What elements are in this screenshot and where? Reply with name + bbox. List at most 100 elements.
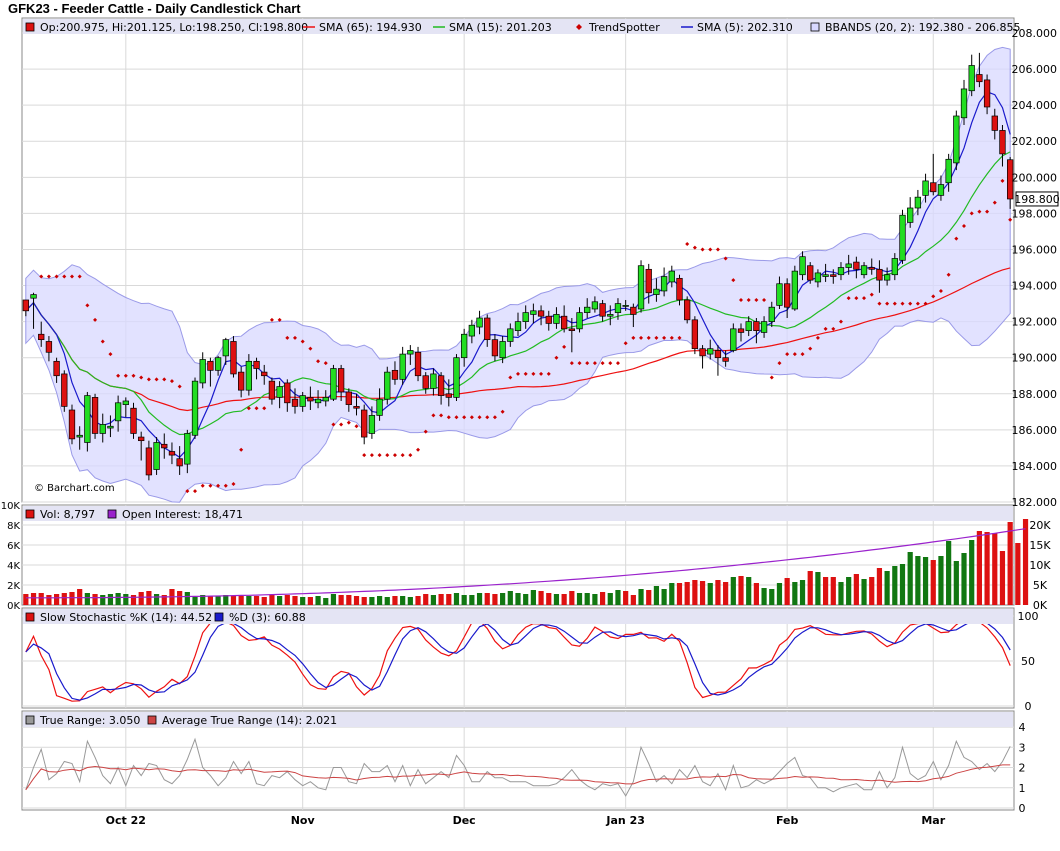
candle-body — [514, 321, 522, 331]
trendspotter-dot — [885, 301, 890, 306]
volume-bar — [400, 596, 406, 605]
panel-frame-tr — [21, 710, 1015, 811]
trendspotter-dot — [562, 344, 567, 349]
candle-body — [937, 184, 945, 196]
candle-body — [914, 196, 922, 209]
trendspotter-dot — [785, 352, 790, 357]
volume-bar — [492, 594, 498, 605]
volume-bar — [253, 596, 260, 605]
candle-body — [38, 333, 45, 341]
trendspotter-dot — [862, 296, 867, 301]
volume-bar — [338, 595, 344, 605]
volume-bar — [523, 594, 529, 605]
candle-body — [876, 268, 883, 281]
trendspotter-dot — [762, 297, 767, 302]
candle-body — [107, 425, 114, 429]
trendspotter-dot — [500, 409, 505, 414]
x-month-label: Oct 22 — [106, 814, 146, 827]
volume-bar — [623, 591, 629, 605]
volume-bar — [330, 594, 337, 605]
volume-bar — [315, 596, 321, 605]
x-month-label: Jan 23 — [605, 814, 644, 827]
sma-15-line — [25, 151, 1011, 436]
candle-body — [491, 339, 499, 357]
volume-bar — [461, 595, 467, 605]
volume-bar — [915, 556, 921, 605]
candle-body — [391, 369, 399, 380]
legend-text: Average True Range (14): 2.021 — [162, 714, 337, 727]
volume-tick-label: 8K — [7, 521, 20, 532]
candle-body — [599, 303, 606, 317]
candle-body — [699, 348, 706, 357]
volume-bar — [23, 594, 29, 605]
candle-body — [84, 395, 91, 443]
volume-bar — [507, 591, 513, 605]
legend-swatch — [25, 612, 35, 622]
trendspotter-dot — [331, 422, 336, 427]
candle-body — [207, 360, 214, 371]
candle-body — [176, 458, 183, 467]
trendspotter-dot — [277, 317, 282, 322]
volume-bar — [446, 594, 452, 605]
price-tick-label: 192.000 — [1012, 316, 1058, 329]
volume-bar — [130, 595, 137, 605]
trendspotter-dot — [731, 278, 736, 283]
legend-bar-stoch — [23, 609, 1013, 624]
trendspotter-dot — [169, 379, 174, 384]
candle-body — [730, 328, 737, 351]
trendspotter-dot — [439, 413, 444, 418]
volume-bar — [853, 574, 859, 605]
trendspotter-dot — [39, 274, 44, 279]
volume-bar — [938, 556, 944, 605]
price-tick-label: 196.000 — [1012, 243, 1058, 256]
volume-bar — [607, 593, 613, 605]
volume-bar — [469, 595, 475, 605]
trendspotter-dot — [623, 341, 628, 346]
volume-bar — [153, 594, 160, 605]
trendspotter-dot — [454, 415, 459, 420]
atr-line — [25, 764, 1011, 791]
volume-bar — [177, 591, 183, 605]
volume-bar — [223, 595, 229, 605]
candle-body — [745, 321, 752, 331]
candle-body — [437, 375, 445, 396]
volume-bar — [438, 594, 444, 605]
trendspotter-dot — [977, 209, 982, 214]
slow-d-line — [25, 619, 1011, 701]
volume-bar — [892, 566, 898, 605]
volume-bar — [630, 595, 636, 605]
trendspotter-dot — [577, 361, 582, 366]
candle-body — [476, 317, 483, 328]
price-tick-label: 194.000 — [1012, 280, 1058, 293]
volume-bars — [23, 519, 1029, 605]
candle-body — [261, 371, 268, 377]
trendspotter-dot — [246, 406, 251, 411]
volume-bar — [369, 597, 375, 605]
trendspotter-dot — [739, 297, 744, 302]
volume-bar — [815, 572, 821, 605]
volume-bar — [346, 595, 352, 605]
volume-bar — [907, 552, 913, 605]
volume-bar — [715, 580, 721, 605]
volume-bar — [1007, 522, 1013, 605]
volume-bar — [807, 571, 813, 605]
candle-body — [245, 360, 253, 391]
stoch-tick-label: 50 — [1021, 655, 1035, 668]
trendspotter-dot — [531, 371, 536, 376]
trendspotter-dot — [162, 377, 167, 382]
tr-tick-label: 4 — [1019, 721, 1026, 734]
candle-body — [737, 328, 745, 333]
trendspotter-dot — [177, 384, 182, 389]
candle-body — [345, 391, 352, 405]
trendspotter-dot — [146, 377, 151, 382]
volume-bar — [922, 557, 929, 605]
volume-bar — [292, 596, 298, 605]
volume-bar — [453, 593, 460, 605]
volume-bar — [115, 593, 121, 605]
trendspotter-dot — [285, 335, 290, 340]
trendspotter-dot — [523, 371, 528, 376]
trendspotter-dot — [100, 339, 105, 344]
candle-body — [214, 357, 222, 371]
legend-bar-price — [23, 19, 1013, 34]
price-tick-label: 202.000 — [1012, 135, 1058, 148]
